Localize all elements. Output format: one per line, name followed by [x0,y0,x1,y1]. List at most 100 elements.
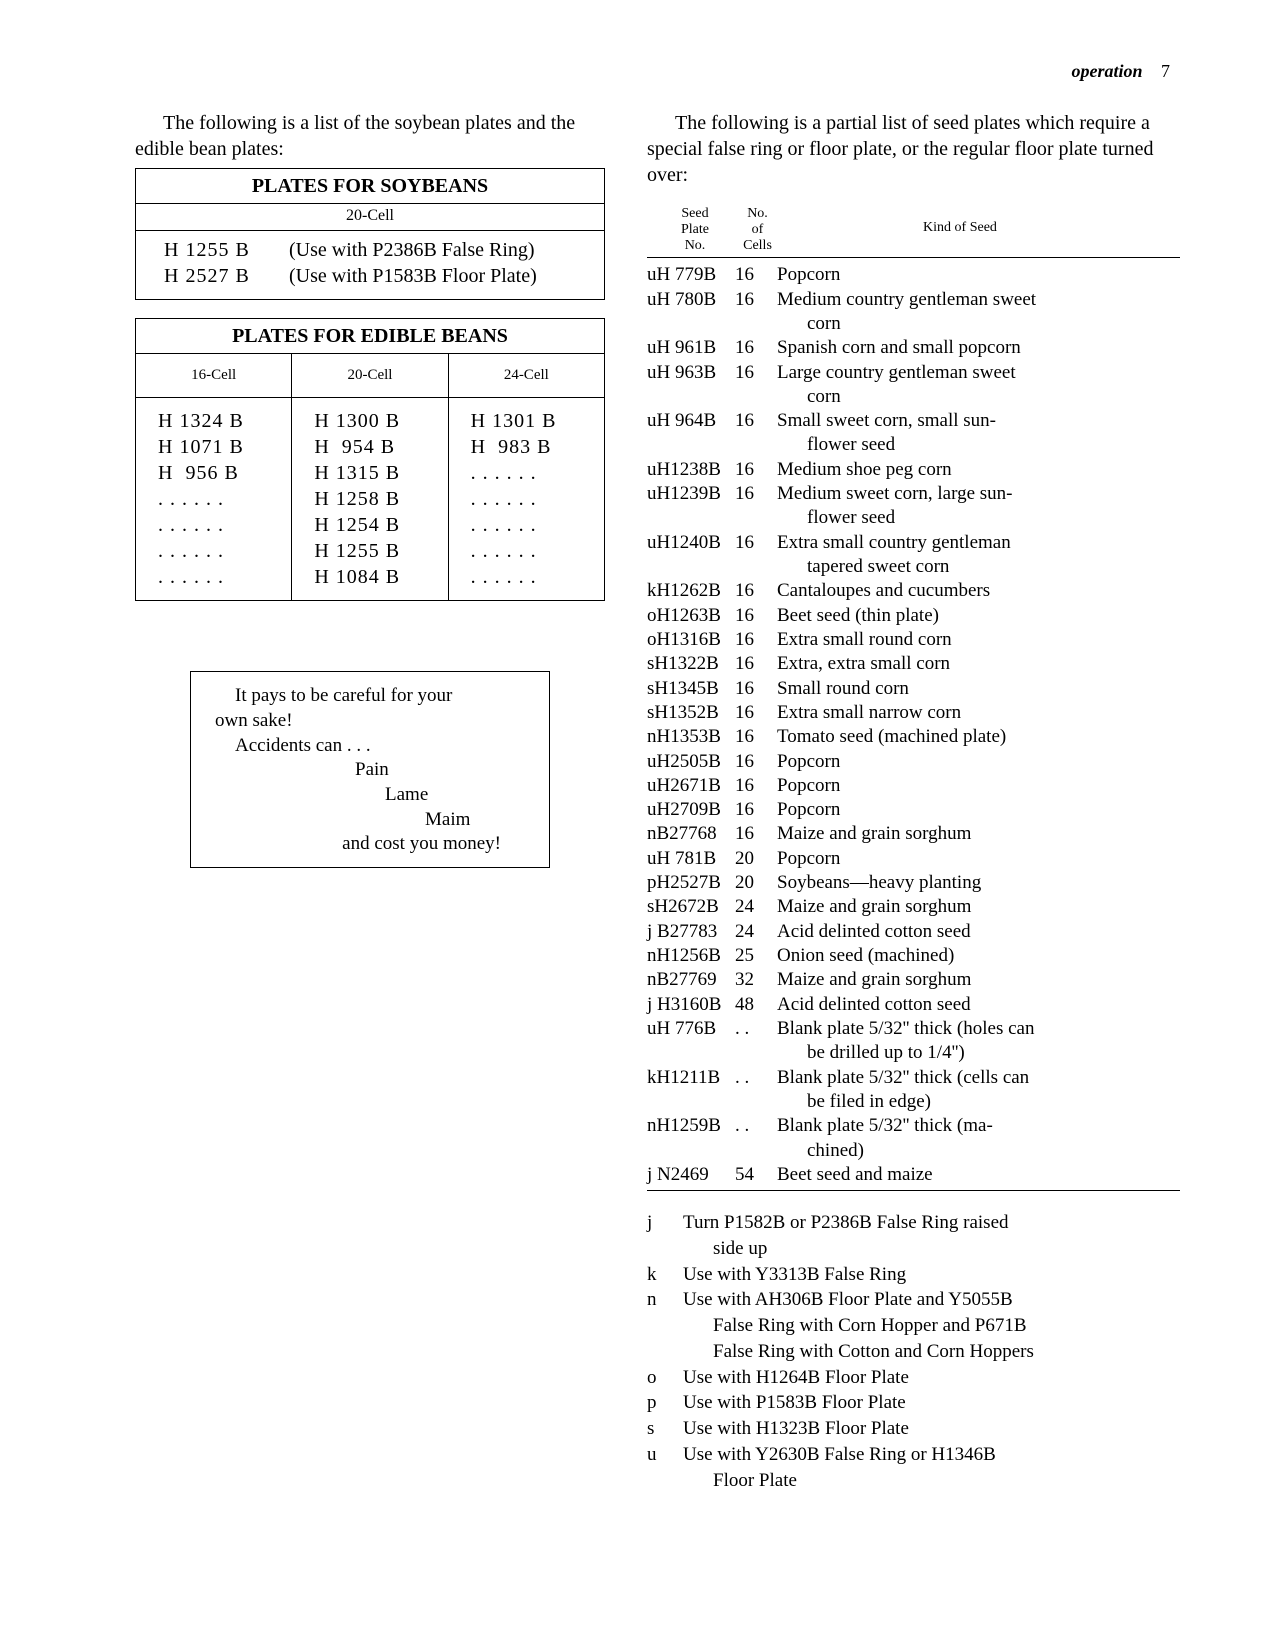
soy-row: H 1255 B (Use with P2386B False Ring) [164,237,590,263]
header-kind: Kind of Seed [780,206,1180,254]
seed-cells: 16 [735,822,777,846]
edible-cell: . . . . . . [471,538,604,564]
footnote-cont: side up [647,1237,1180,1261]
seed-plate-no: sH1322B [647,652,735,676]
edible-col-16: H 1324 BH 1071 BH 956 B. . . . . .. . . … [136,398,291,600]
seed-cells: 32 [735,968,777,992]
footnote-text-cont: Floor Plate [683,1469,1180,1493]
col-head-16: 16-Cell [136,354,291,398]
seed-plate-no: uH 780B [647,288,735,312]
seed-cells: 16 [735,701,777,725]
seed-row: uH 780B16Medium country gentleman sweet [647,288,1180,312]
seed-plate-no: sH1352B [647,701,735,725]
seed-cells: 16 [735,531,777,555]
divider [647,1190,1180,1191]
seed-kind-cont: corn [777,385,1180,409]
edible-cell: . . . . . . [158,564,291,590]
seed-plate-no: oH1316B [647,628,735,652]
seed-row: uH2505B16Popcorn [647,750,1180,774]
edible-cell: H 1300 B [314,408,447,434]
seed-row: pH2527B20Soybeans—heavy planting [647,871,1180,895]
seed-cells: 24 [735,920,777,944]
edible-cell: H 1254 B [314,512,447,538]
seed-kind: Popcorn [777,750,1180,774]
page: operation 7 The following is a list of t… [0,0,1275,1650]
seed-cells: 16 [735,263,777,287]
seed-kind: Spanish corn and small popcorn [777,336,1180,360]
edible-cell: . . . . . . [471,564,604,590]
edible-cell: . . . . . . [471,486,604,512]
seed-kind: Extra small country gentleman [777,531,1180,555]
seed-plate-no: uH2505B [647,750,735,774]
edible-cell: H 1315 B [314,460,447,486]
footnote: pUse with P1583B Floor Plate [647,1391,1180,1415]
seed-row: uH 963B16Large country gentleman sweet [647,361,1180,385]
edible-title: PLATES FOR EDIBLE BEANS [136,319,604,354]
seed-kind: Popcorn [777,798,1180,822]
footnote: nUse with AH306B Floor Plate and Y5055B [647,1288,1180,1312]
seed-row: sH1345B16Small round corn [647,677,1180,701]
footnote-text: Use with H1264B Floor Plate [683,1366,1180,1390]
seed-cells: 16 [735,628,777,652]
seed-row-cont: flower seed [647,506,1180,530]
footnote-key: j [647,1211,683,1235]
footnote-text: Use with H1323B Floor Plate [683,1417,1180,1441]
seed-kind: Acid delinted cotton seed [777,993,1180,1017]
edible-header-row: 16-Cell 20-Cell 24-Cell [136,354,604,399]
seed-kind: Blank plate 5/32'' thick (cells can [777,1066,1180,1090]
seed-kind: Soybeans—heavy planting [777,871,1180,895]
seed-kind-cont: be drilled up to 1/4'') [777,1041,1180,1065]
edible-cell: H 1324 B [158,408,291,434]
soybean-body: H 1255 B (Use with P2386B False Ring) H … [136,231,604,299]
safety-line: Accidents can . . . [215,734,531,759]
seed-plate-no: nH1256B [647,944,735,968]
seed-plate-no: uH 779B [647,263,735,287]
seed-plate-no: sH2672B [647,895,735,919]
safety-line: Pain [215,758,531,783]
footnote-text-cont: False Ring with Cotton and Corn Hoppers [683,1340,1180,1364]
edible-cell: H 1255 B [314,538,447,564]
seed-kind: Cantaloupes and cucumbers [777,579,1180,603]
edible-cell: H 956 B [158,460,291,486]
seed-cells: 16 [735,336,777,360]
edible-col-20: H 1300 BH 954 BH 1315 BH 1258 BH 1254 BH… [291,398,447,600]
seed-cells: 20 [735,847,777,871]
seed-row: oH1316B16Extra small round corn [647,628,1180,652]
footnote-text-cont: False Ring with Corn Hopper and P671B [683,1314,1180,1338]
safety-line: Maim [215,808,531,833]
seed-kind: Extra small narrow corn [777,701,1180,725]
seed-cells: 16 [735,725,777,749]
seed-row-cont: be filed in edge) [647,1090,1180,1114]
seed-row: nH1353B16Tomato seed (machined plate) [647,725,1180,749]
seed-plate-no: nH1259B [647,1114,735,1138]
footnote-key: s [647,1417,683,1441]
seed-row-cont: be drilled up to 1/4'') [647,1041,1180,1065]
footnote-key: p [647,1391,683,1415]
seed-row: sH1322B16Extra, extra small corn [647,652,1180,676]
seed-plate-no: j B27783 [647,920,735,944]
seed-table-body: uH 779B16PopcornuH 780B16Medium country … [647,263,1180,1187]
footnote-text: Use with AH306B Floor Plate and Y5055B [683,1288,1180,1312]
edible-body: H 1324 BH 1071 BH 956 B. . . . . .. . . … [136,398,604,600]
right-column: The following is a partial list of seed … [647,90,1180,1494]
seed-row: uH2709B16Popcorn [647,798,1180,822]
footnote: oUse with H1264B Floor Plate [647,1366,1180,1390]
two-column-layout: The following is a list of the soybean p… [135,90,1180,1494]
safety-line: own sake! [215,709,531,734]
seed-cells: 48 [735,993,777,1017]
seed-plate-no: sH1345B [647,677,735,701]
seed-kind-cont: chined) [777,1139,1180,1163]
plate-id: H 2527 B [164,263,289,289]
seed-row: uH1240B16Extra small country gentleman [647,531,1180,555]
footnote-key: u [647,1443,683,1467]
seed-row: nB2776816Maize and grain sorghum [647,822,1180,846]
seed-row: uH 776B. .Blank plate 5/32'' thick (hole… [647,1017,1180,1041]
edible-cell: . . . . . . [471,460,604,486]
seed-kind: Small round corn [777,677,1180,701]
header-cells: No. of Cells [735,206,780,254]
edible-cell: . . . . . . [471,512,604,538]
seed-kind: Medium sweet corn, large sun- [777,482,1180,506]
seed-kind-cont: corn [777,312,1180,336]
footnote: jTurn P1582B or P2386B False Ring raised [647,1211,1180,1235]
edible-cell: H 983 B [471,434,604,460]
